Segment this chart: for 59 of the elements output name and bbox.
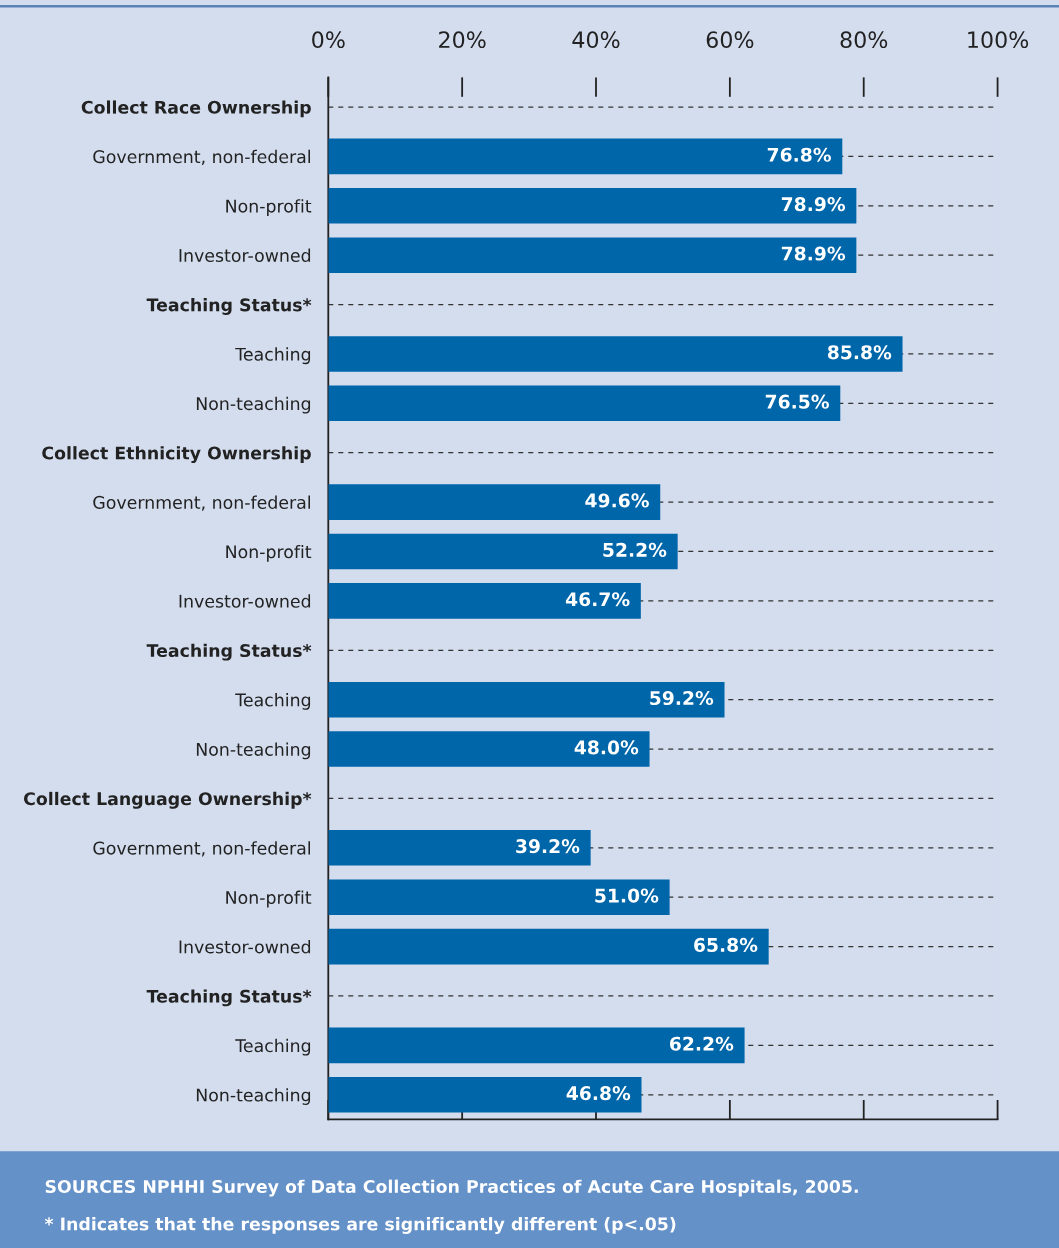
y-tick-label: Teaching — [235, 1038, 311, 1056]
bar — [328, 583, 641, 619]
x-tick-label: 80% — [840, 31, 888, 49]
bar — [328, 879, 670, 915]
bar — [328, 385, 841, 422]
bar — [328, 1076, 642, 1113]
data-label: 51.0% — [595, 888, 659, 903]
data-label: 52.2% — [603, 542, 667, 557]
bar — [328, 928, 769, 965]
y-tick-label: Non-profit — [226, 890, 312, 908]
y-tick-label: Investor-owned — [179, 940, 311, 954]
y-tick-label: Non-profit — [226, 544, 312, 562]
x-tick-label: 100% — [968, 31, 1029, 49]
y-tick-label: Teaching — [235, 693, 311, 710]
y-tick-label: Collect Ethnicity Ownership — [42, 446, 311, 464]
data-label: 65.8% — [694, 937, 758, 953]
bar — [328, 138, 843, 175]
bar — [328, 681, 725, 718]
bar — [328, 731, 650, 767]
y-tick-label: Investor-owned — [179, 248, 311, 263]
y-tick-label: Investor-owned — [179, 594, 311, 608]
y-tick-label: Collect Race Ownership — [81, 100, 311, 118]
bar — [328, 830, 591, 866]
data-label: 59.2% — [650, 690, 714, 706]
y-tick-label: Non-teaching — [196, 396, 311, 414]
y-tick-label: Teaching Status* — [146, 297, 312, 315]
y-tick-label: Government, non-federal — [93, 841, 310, 857]
y-tick-label: Non-profit — [226, 199, 312, 216]
data-label: 76.5% — [765, 394, 829, 409]
x-tick-label: 60% — [706, 31, 754, 49]
bar — [328, 188, 857, 224]
y-tick-label: Non-teaching — [196, 742, 311, 760]
bar — [328, 237, 857, 273]
text: * Indicates that the responses are significantly different (p<.05) — [44, 1217, 676, 1235]
data-label: 78.9% — [781, 197, 846, 212]
data-label: 46.8% — [566, 1086, 631, 1101]
data-label: 48.0% — [574, 740, 639, 755]
bar — [328, 336, 903, 372]
data-label: 46.7% — [565, 592, 630, 607]
data-label: 39.2% — [516, 839, 580, 854]
x-tick-label: 40% — [572, 31, 620, 49]
x-tick-label: 20% — [439, 31, 486, 49]
data-label: 85.8% — [827, 345, 892, 360]
bar — [328, 533, 678, 570]
y-tick-label: Government, non-federal — [93, 149, 310, 166]
data-label: 62.2% — [669, 1036, 734, 1051]
data-label: 78.9% — [781, 246, 846, 261]
bar — [328, 1027, 745, 1064]
y-tick-label: Teaching Status* — [146, 989, 312, 1007]
y-tick-label: Teaching Status* — [146, 643, 312, 661]
x-tick-label: 0% — [312, 31, 345, 49]
y-tick-label: Teaching — [235, 347, 311, 365]
data-label: 76.8% — [767, 147, 831, 162]
bar — [328, 484, 661, 520]
y-tick-label: Non-teaching — [196, 1088, 311, 1105]
y-tick-label: Government, non-federal — [93, 495, 310, 511]
y-tick-label: Collect Language Ownership* — [23, 791, 312, 809]
data-label: 49.6% — [585, 493, 649, 508]
source-note: SOURCES NPHHI Survey of Data Collection Practices of Acute Care Hospitals, 2005. — [45, 1179, 858, 1197]
